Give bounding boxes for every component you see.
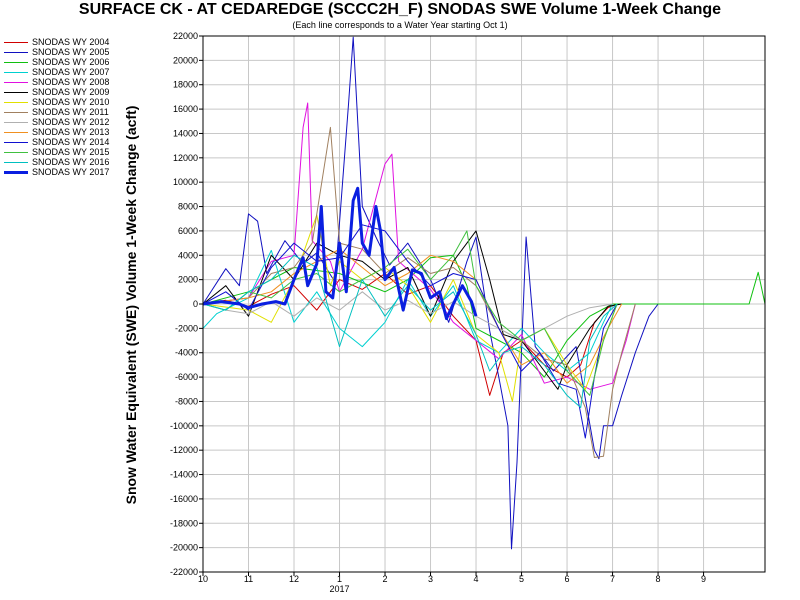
legend-label: SNODAS WY 2008 — [32, 77, 110, 87]
series-line-snodas-wy-2017 — [203, 186, 478, 321]
x-tick-label: 10 — [198, 574, 208, 584]
series-line-snodas-wy-2008 — [203, 102, 636, 390]
y-tick-label: 16000 — [173, 104, 198, 114]
legend-entry: SNODAS WY 2004 — [4, 37, 144, 47]
legend-label: SNODAS WY 2004 — [32, 37, 110, 47]
x-year-label: 2017 — [330, 584, 350, 594]
x-tick-label: 6 — [565, 574, 570, 584]
x-tick-label: 11 — [244, 574, 253, 584]
y-tick-label: 10000 — [173, 177, 198, 187]
series-group — [203, 36, 765, 550]
x-tick-label: 4 — [474, 574, 479, 584]
x-tick-label: 9 — [701, 574, 706, 584]
legend: SNODAS WY 2004 SNODAS WY 2005 SNODAS WY 20… — [4, 37, 144, 177]
legend-label: SNODAS WY 2012 — [32, 117, 110, 127]
legend-swatch — [4, 61, 28, 63]
legend-swatch — [4, 111, 28, 113]
y-tick-label: -14000 — [170, 470, 198, 480]
legend-swatch — [4, 91, 28, 93]
x-tick-label: 2 — [383, 574, 388, 584]
legend-label: SNODAS WY 2007 — [32, 67, 110, 77]
legend-swatch — [4, 131, 28, 133]
legend-swatch — [4, 41, 28, 43]
legend-entry: SNODAS WY 2009 — [4, 87, 144, 97]
chart-subtitle: (Each line corresponds to a Water Year s… — [292, 20, 508, 30]
legend-entry: SNODAS WY 2011 — [4, 107, 144, 117]
y-tick-label: -8000 — [175, 396, 198, 406]
y-tick-label: 12000 — [173, 153, 198, 163]
legend-swatch — [4, 71, 28, 73]
y-tick-label: -10000 — [170, 421, 198, 431]
legend-label: SNODAS WY 2005 — [32, 47, 110, 57]
series-line-snodas-wy-2015 — [203, 230, 618, 396]
series-line-snodas-wy-2013 — [203, 248, 623, 384]
legend-label: SNODAS WY 2013 — [32, 127, 110, 137]
x-tick-label: 8 — [656, 574, 661, 584]
legend-entry: SNODAS WY 2016 — [4, 157, 144, 167]
legend-label: SNODAS WY 2016 — [32, 157, 110, 167]
y-tick-label: -6000 — [175, 372, 198, 382]
y-tick-label: -20000 — [170, 543, 198, 553]
plot-frame — [202, 35, 766, 573]
legend-swatch — [4, 81, 28, 83]
series-line-snodas-wy-2005 — [203, 36, 659, 550]
legend-label: SNODAS WY 2011 — [32, 107, 109, 117]
legend-entry: SNODAS WY 2014 — [4, 137, 144, 147]
legend-label: SNODAS WY 2009 — [32, 87, 110, 97]
y-tick-label: 4000 — [178, 250, 198, 260]
y-tick-label: -22000 — [170, 567, 198, 577]
x-tick-label: 5 — [519, 574, 524, 584]
legend-entry: SNODAS WY 2013 — [4, 127, 144, 137]
y-tick-label: 8000 — [178, 202, 198, 212]
legend-entry: SNODAS WY 2008 — [4, 77, 144, 87]
legend-label: SNODAS WY 2014 — [32, 137, 110, 147]
y-tick-label: 18000 — [173, 80, 198, 90]
y-tick-label: -4000 — [175, 348, 198, 358]
y-tick-label: 14000 — [173, 128, 198, 138]
legend-label: SNODAS WY 2006 — [32, 57, 110, 67]
legend-swatch — [4, 161, 28, 163]
legend-entry: SNODAS WY 2010 — [4, 97, 144, 107]
legend-swatch — [4, 151, 28, 153]
legend-label: SNODAS WY 2015 — [32, 147, 110, 157]
legend-swatch — [4, 170, 28, 174]
legend-swatch — [4, 51, 28, 53]
legend-label: SNODAS WY 2017 — [32, 167, 110, 177]
y-tick-label: 20000 — [173, 55, 198, 65]
chart-title: SURFACE CK - AT CEDAREDGE (SCCC2H_F) SNO… — [78, 1, 722, 18]
y-tick-label: -18000 — [170, 518, 198, 528]
x-tick-label: 3 — [428, 574, 433, 584]
legend-entry: SNODAS WY 2015 — [4, 147, 144, 157]
series-line-snodas-wy-2014 — [203, 224, 618, 439]
x-tick-label: 12 — [289, 574, 299, 584]
legend-entry: SNODAS WY 2012 — [4, 117, 144, 127]
legend-entry: SNODAS WY 2005 — [4, 47, 144, 57]
y-tick-label: -12000 — [170, 445, 198, 455]
legend-swatch — [4, 141, 28, 143]
series-line-snodas-wy-2011 — [203, 126, 636, 458]
x-tick-label: 7 — [610, 574, 615, 584]
y-tick-label: 6000 — [178, 226, 198, 236]
y-tick-label: 0 — [193, 299, 198, 309]
y-tick-label: 2000 — [178, 275, 198, 285]
legend-entry: SNODAS WY 2006 — [4, 57, 144, 67]
legend-label: SNODAS WY 2010 — [32, 97, 110, 107]
y-tick-label: -16000 — [170, 494, 198, 504]
y-tick-label: 22000 — [173, 31, 198, 41]
x-tick-label: 1 — [337, 574, 342, 584]
legend-swatch — [4, 101, 28, 103]
legend-entry: SNODAS WY 2017 — [4, 167, 144, 177]
legend-swatch — [4, 121, 28, 123]
y-tick-label: -2000 — [175, 323, 198, 333]
legend-entry: SNODAS WY 2007 — [4, 67, 144, 77]
